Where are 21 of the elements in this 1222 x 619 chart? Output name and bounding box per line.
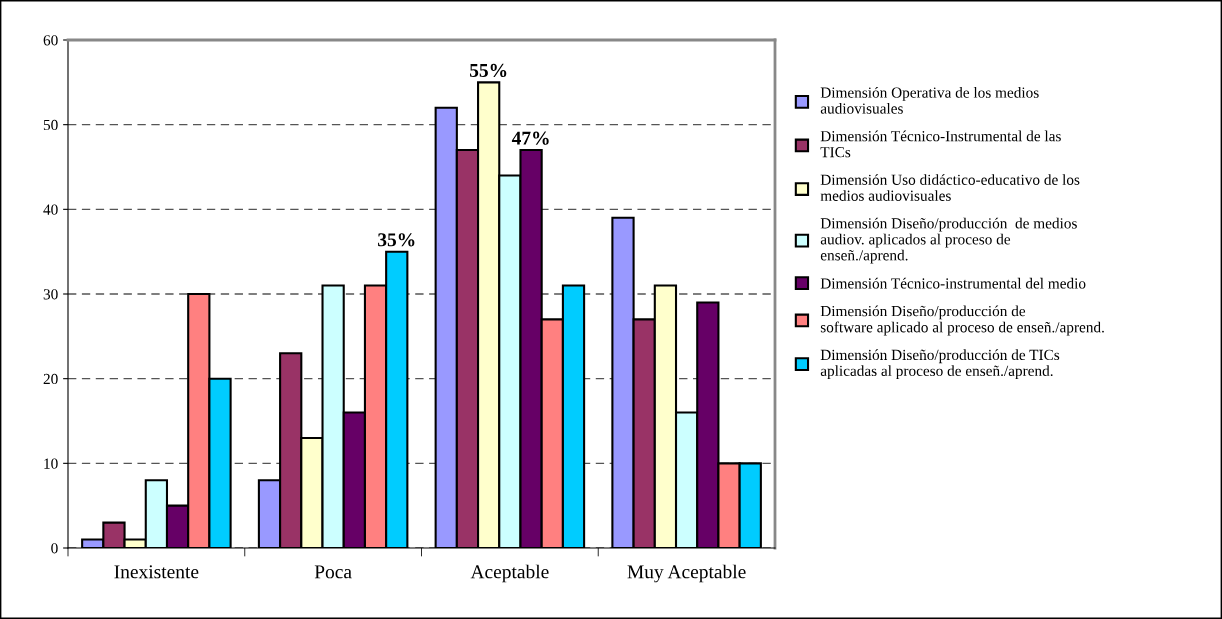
legend-label: Dimensión Diseño/producción de medios audiov. aplicados al proceso de enseñ./aprend. xyxy=(820,217,1077,264)
x-tick-label: Aceptable xyxy=(470,564,549,583)
y-tick-label: 20 xyxy=(43,373,58,385)
x-tick-label: Muy Aceptable xyxy=(627,564,746,583)
legend-label: Dimensión Operativa de los medios audiovisuales xyxy=(820,86,1039,114)
legend-label: Dimensión Diseño/producción de software aplicado al proceso de enseñ./aprend. xyxy=(820,305,1104,336)
legend-label: Dimensión Uso didáctico-educativo de los medios audiovisuales xyxy=(820,174,1080,201)
data-label: 35% xyxy=(378,233,415,247)
legend-label: Dimensión Técnico-instrumental del medio xyxy=(820,277,1086,289)
x-tick-label: Inexistente xyxy=(114,565,199,579)
data-label: 55% xyxy=(470,63,507,78)
y-tick-label: 30 xyxy=(43,289,58,300)
legend-label: Dimensión Técnico-Instrumental de las TICs xyxy=(820,130,1061,158)
y-tick-label: 50 xyxy=(43,119,58,131)
y-tick-label: 10 xyxy=(44,458,58,469)
legend-label: Dimensión Diseño/producción de TICs aplicadas al proceso de enseñ./aprend. xyxy=(820,349,1060,380)
data-label: 47% xyxy=(511,131,549,145)
y-tick-label: 40 xyxy=(43,204,58,215)
y-tick-label: 0 xyxy=(51,543,58,554)
x-tick-label: Poca xyxy=(314,565,352,579)
y-tick-label: 60 xyxy=(43,35,58,46)
